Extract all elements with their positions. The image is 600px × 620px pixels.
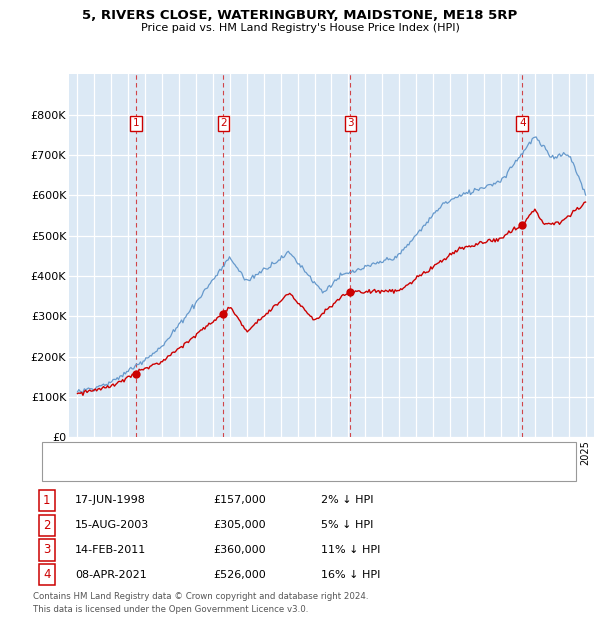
Text: Contains HM Land Registry data © Crown copyright and database right 2024.: Contains HM Land Registry data © Crown c… — [33, 592, 368, 601]
Text: 5, RIVERS CLOSE, WATERINGBURY, MAIDSTONE, ME18 5RP: 5, RIVERS CLOSE, WATERINGBURY, MAIDSTONE… — [82, 9, 518, 22]
Text: £157,000: £157,000 — [213, 495, 266, 505]
Text: 2% ↓ HPI: 2% ↓ HPI — [321, 495, 373, 505]
Text: £305,000: £305,000 — [213, 520, 266, 530]
Text: 16% ↓ HPI: 16% ↓ HPI — [321, 570, 380, 580]
Text: 2: 2 — [220, 118, 227, 128]
Text: 3: 3 — [347, 118, 354, 128]
Text: 14-FEB-2011: 14-FEB-2011 — [75, 545, 146, 555]
Text: 4: 4 — [43, 569, 50, 581]
Text: 5, RIVERS CLOSE, WATERINGBURY, MAIDSTONE, ME18 5RP (detached house): 5, RIVERS CLOSE, WATERINGBURY, MAIDSTONE… — [86, 448, 462, 458]
Text: 17-JUN-1998: 17-JUN-1998 — [75, 495, 146, 505]
Text: 4: 4 — [519, 118, 526, 128]
Text: 15-AUG-2003: 15-AUG-2003 — [75, 520, 149, 530]
Text: 2: 2 — [43, 519, 50, 531]
Text: HPI: Average price, detached house, Tonbridge and Malling: HPI: Average price, detached house, Tonb… — [86, 465, 374, 475]
Text: £526,000: £526,000 — [213, 570, 266, 580]
Text: Price paid vs. HM Land Registry's House Price Index (HPI): Price paid vs. HM Land Registry's House … — [140, 23, 460, 33]
Text: 11% ↓ HPI: 11% ↓ HPI — [321, 545, 380, 555]
Text: 08-APR-2021: 08-APR-2021 — [75, 570, 147, 580]
Text: 3: 3 — [43, 544, 50, 556]
Text: 1: 1 — [133, 118, 139, 128]
Text: £360,000: £360,000 — [213, 545, 266, 555]
Text: 5% ↓ HPI: 5% ↓ HPI — [321, 520, 373, 530]
Text: 1: 1 — [43, 494, 50, 507]
Text: This data is licensed under the Open Government Licence v3.0.: This data is licensed under the Open Gov… — [33, 604, 308, 614]
